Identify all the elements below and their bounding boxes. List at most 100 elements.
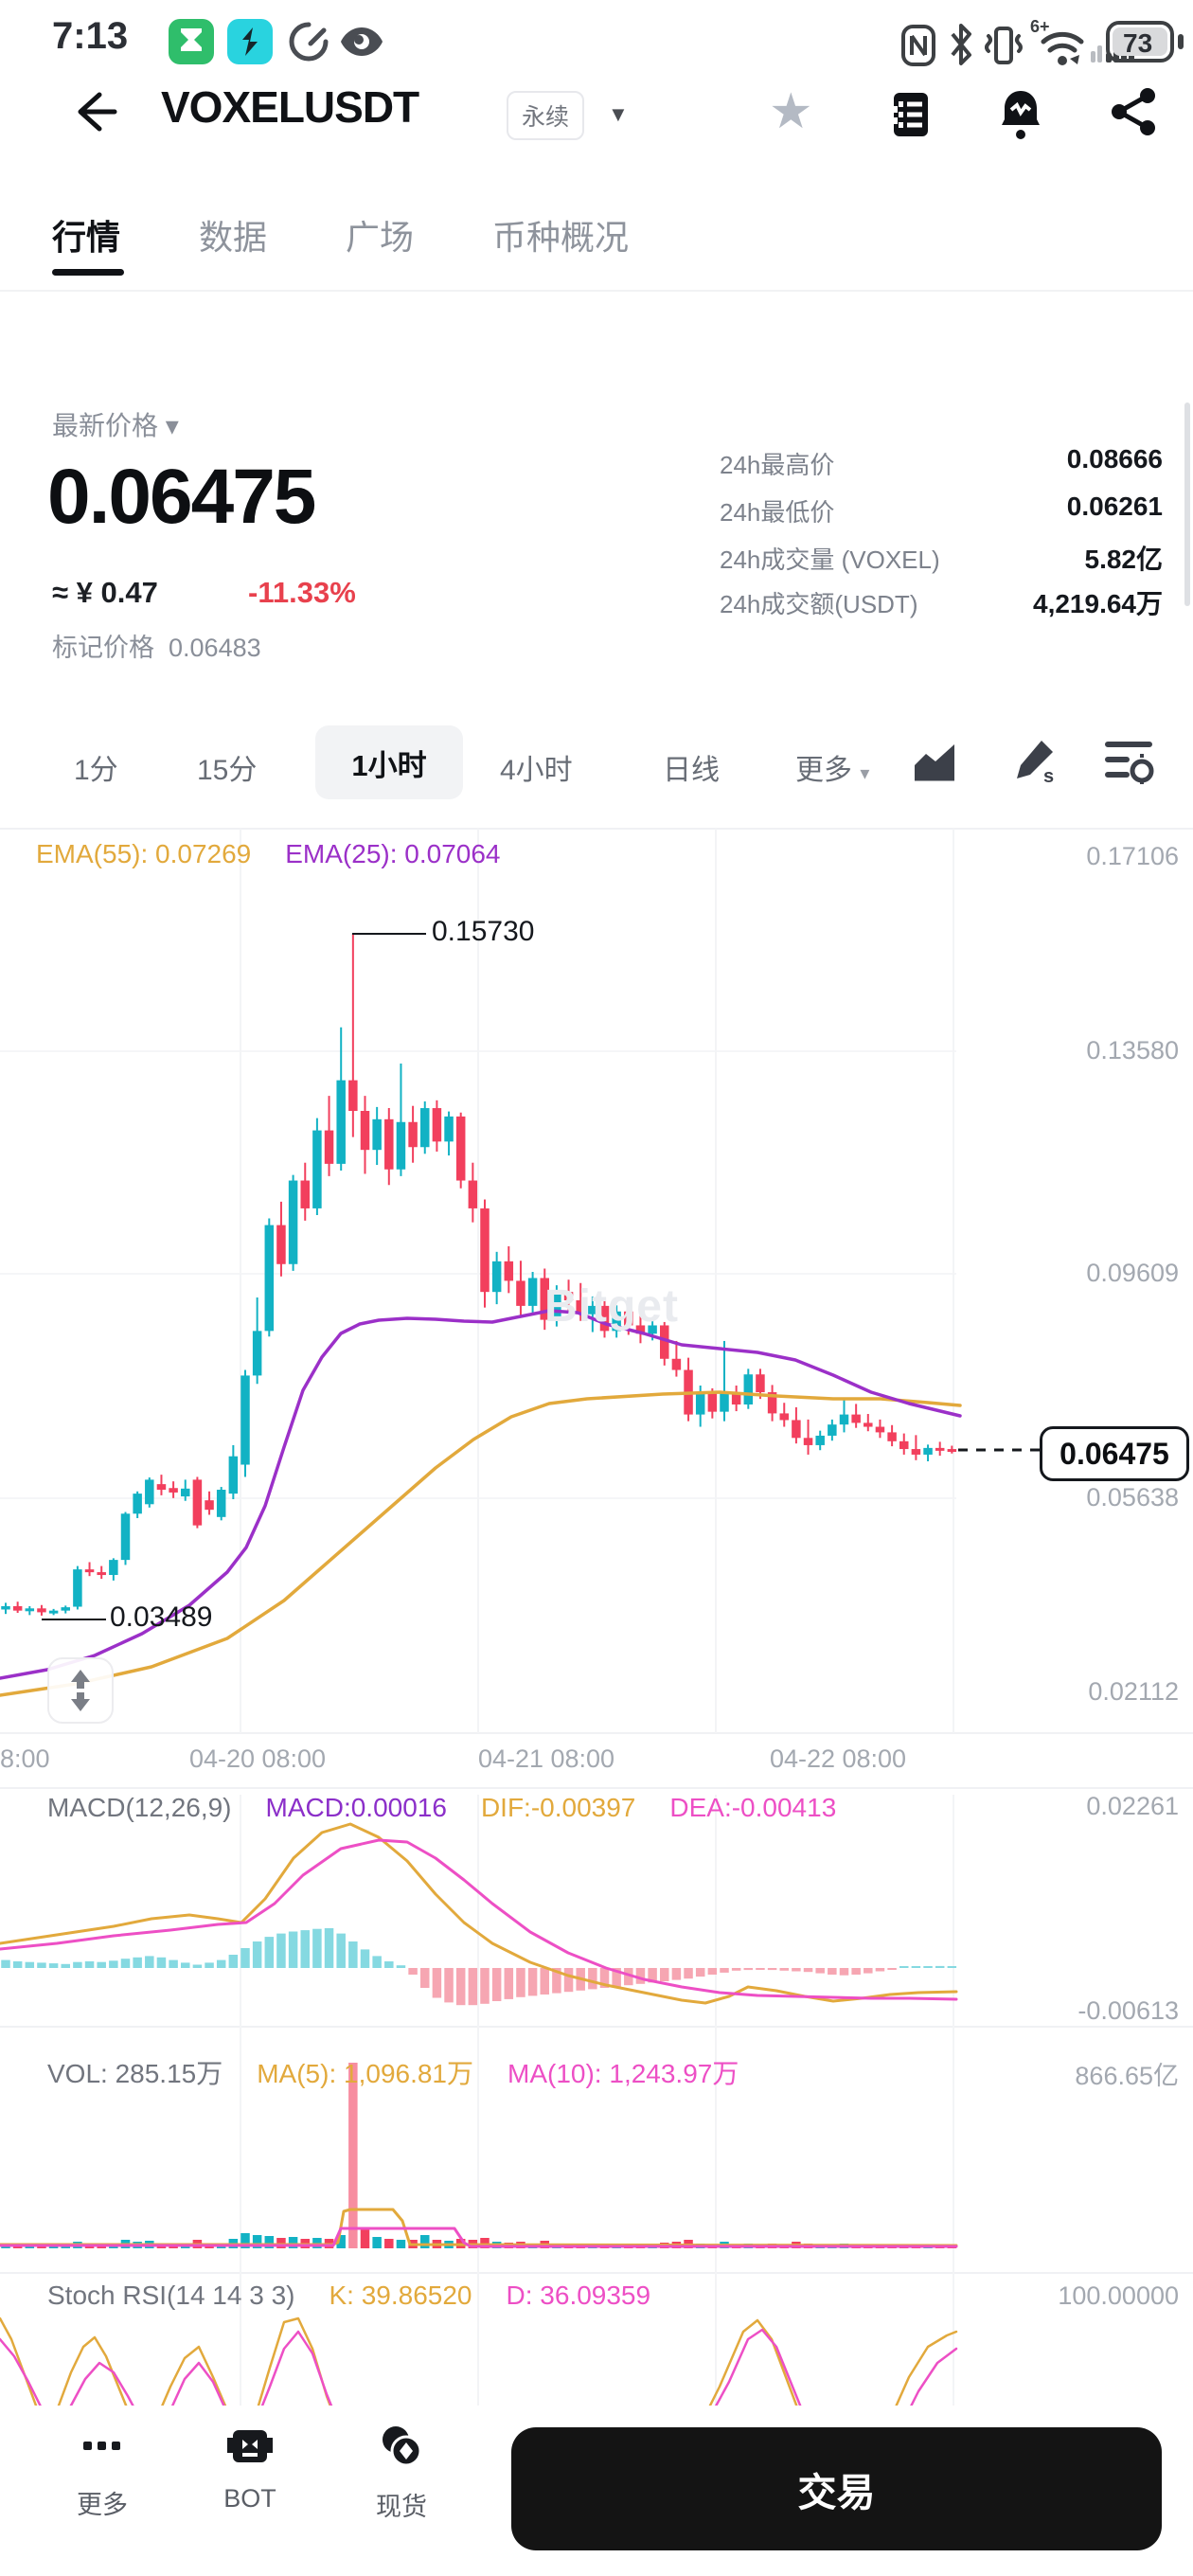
tf-1m[interactable]: 1分 (74, 755, 118, 786)
candle-body (803, 1438, 813, 1445)
svg-text:6+: 6+ (1030, 17, 1050, 36)
stat-value: 0.08666 (1066, 444, 1163, 474)
candle-body (767, 1392, 777, 1414)
x-axis-label: 8:00 (0, 1744, 50, 1773)
candle-body (624, 1311, 633, 1326)
battery-icon: 73 (1106, 21, 1185, 67)
stat-value: 0.06261 (1066, 492, 1163, 521)
back-button[interactable] (71, 87, 120, 141)
volume-bar (336, 2235, 346, 2248)
tf-15m[interactable]: 15分 (197, 755, 258, 786)
candle-body (612, 1311, 621, 1332)
macd-bar (624, 1968, 633, 1986)
mark-price: 标记价格 0.06483 (52, 634, 261, 662)
chevron-down-icon[interactable]: ▼ (608, 102, 629, 126)
last-price-label[interactable]: 最新价格 ▾ (52, 411, 179, 440)
scale-toggle-button[interactable] (47, 1657, 114, 1724)
ema55-line (0, 1390, 962, 1697)
candle-body (192, 1479, 203, 1526)
stoch-legend: Stoch RSI(14 14 3 3) K: 39.86520 D: 36.0… (47, 2281, 651, 2310)
tf-1d[interactable]: 日线 (663, 755, 720, 786)
favorite-star-icon[interactable]: ★ (769, 84, 813, 139)
y-axis-label: 100.00000 (1058, 2281, 1179, 2310)
candle-body (695, 1392, 705, 1415)
wifi-icon: 6+ (1030, 17, 1087, 71)
tab-square[interactable]: 广场 (346, 218, 415, 257)
candle-body (372, 1118, 382, 1151)
candle-body (491, 1261, 502, 1293)
tab-overview[interactable]: 币种概况 (492, 218, 630, 257)
candle-body (563, 1292, 574, 1300)
orderbook-icon[interactable] (888, 91, 932, 143)
candle-body (588, 1305, 597, 1315)
candle-body (288, 1180, 298, 1264)
macd-bar (828, 1968, 837, 1975)
scroll-indicator[interactable] (1184, 402, 1190, 606)
candle-body (875, 1426, 885, 1433)
symbol-title: VOXELUSDT (161, 82, 419, 132)
macd-legend: MACD(12,26,9) MACD:0.00016 DIF:-0.00397 … (47, 1793, 837, 1822)
trade-button[interactable]: 交易 (511, 2427, 1162, 2550)
tab-data[interactable]: 数据 (199, 218, 268, 257)
candle-body (864, 1422, 873, 1427)
macd-bar (384, 1961, 394, 1968)
volume-bar (372, 2237, 382, 2248)
macd-bar (671, 1968, 682, 1980)
macd-bar (720, 1968, 729, 1973)
stat-label: 24h最低价 (720, 498, 835, 527)
macd-bar (48, 1963, 59, 1968)
candle-body (396, 1121, 406, 1170)
volume-bar (252, 2235, 262, 2248)
tf-1h-active[interactable]: 1小时 (315, 725, 463, 799)
candle-body (37, 1608, 46, 1613)
draw-tool-icon[interactable]: s (1009, 735, 1060, 791)
indicator-settings-icon[interactable] (1104, 737, 1155, 791)
macd-bar (360, 1949, 370, 1968)
spot-button[interactable]: 现货 (345, 2424, 458, 2523)
y-axis-label: 0.02112 (1088, 1677, 1179, 1706)
candle-body (635, 1325, 646, 1334)
price-alert-bell-icon[interactable] (996, 87, 1045, 145)
chart-style-icon[interactable] (911, 737, 960, 791)
x-axis-label: 04-20 08:00 (188, 1744, 327, 1773)
candle-body (516, 1280, 525, 1306)
ema-legend: EMA(55): 0.07269 EMA(25): 0.07064 (36, 839, 501, 868)
macd-bar (169, 1959, 178, 1968)
macd-bar (408, 1968, 418, 1975)
candle-body (935, 1447, 945, 1451)
candle-body (815, 1435, 825, 1445)
tf-4h[interactable]: 4小时 (500, 755, 573, 786)
bottom-bar: 更多 BOT 现货 交易 (0, 2406, 1193, 2576)
candle-body (576, 1300, 585, 1315)
stat-value: 5.82亿 (1084, 545, 1164, 574)
bot-button[interactable]: BOT (193, 2424, 307, 2513)
macd-bar (73, 1961, 82, 1968)
tf-more[interactable]: 更多 ▾ (795, 755, 870, 786)
candle-body (432, 1108, 442, 1142)
more-button[interactable]: 更多 (45, 2424, 159, 2521)
share-icon[interactable] (1110, 87, 1157, 141)
candle-body (527, 1278, 538, 1306)
macd-bar (635, 1968, 646, 1984)
vol-legend: VOL: 285.15万 MA(5): 1,096.81万 MA(10): 1,… (47, 2059, 739, 2088)
last-price-tag[interactable]: 0.06475 (1040, 1426, 1189, 1481)
macd-bar (864, 1968, 873, 1974)
macd-bar (935, 1965, 945, 1968)
candle-body (792, 1420, 801, 1439)
candle-body (240, 1375, 250, 1465)
candle-body (300, 1180, 310, 1208)
macd-bar (756, 1968, 765, 1970)
macd-bar (240, 1948, 250, 1968)
tab-market[interactable]: 行情 (52, 218, 121, 257)
x-axis-label: 04-22 08:00 (769, 1744, 907, 1773)
candle-body (120, 1513, 131, 1561)
candle-body (156, 1484, 167, 1490)
perpetual-badge[interactable]: 永续 (507, 91, 585, 140)
low-annotation: 0.03489 (110, 1601, 213, 1633)
macd-bar (1, 1959, 10, 1968)
y-axis-label: 0.05638 (1086, 1483, 1179, 1512)
y-axis-label: 0.13580 (1086, 1036, 1179, 1064)
candle-body (360, 1111, 370, 1151)
candle-body (1, 1605, 10, 1610)
